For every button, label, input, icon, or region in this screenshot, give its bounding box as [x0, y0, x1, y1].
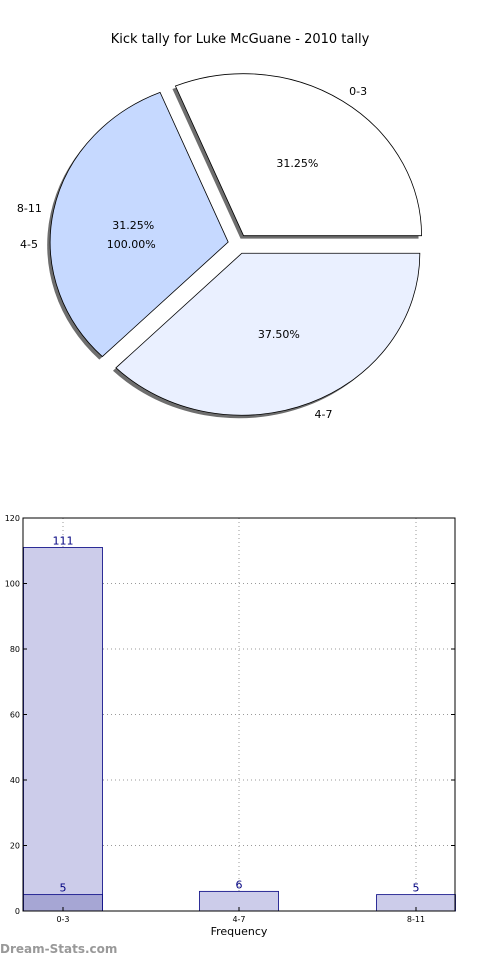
y-tick-label: 20 [10, 842, 20, 851]
bar-value-label: 5 [413, 882, 420, 895]
bar-chart: 111 5 6 5 0 20 40 60 80 100 120 0-3 4-7 8-11 Frequency [5, 514, 456, 938]
y-axis-ticks: 0 20 40 60 80 100 120 [5, 514, 455, 916]
y-tick-label: 80 [10, 645, 20, 654]
pie-labels: 0-3 31.25% 8-11 31.25% 4-7 37.50% 4-5 100.00% [17, 85, 367, 421]
x-axis-ticks: 0-3 4-7 8-11 [56, 907, 425, 924]
x-tick-label: 8-11 [407, 915, 425, 924]
pie-label-4-5: 4-5 [20, 238, 38, 251]
pie-slice-8-11 [49, 91, 229, 358]
pie-chart: 0-3 31.25% 8-11 31.25% 4-7 37.50% 4-5 100.00% [17, 73, 422, 421]
watermark: Dream-Stats.com [0, 942, 118, 956]
y-tick-label: 0 [15, 907, 20, 916]
bar-value-label: 5 [60, 882, 67, 895]
y-tick-label: 40 [10, 776, 20, 785]
y-tick-label: 60 [10, 711, 20, 720]
pie-slices [49, 73, 422, 416]
x-axis-label: Frequency [211, 925, 268, 938]
x-tick-label: 4-7 [232, 915, 245, 924]
bars [23, 547, 456, 912]
bar-value-label: 111 [53, 534, 74, 547]
pie-label-8-11: 8-11 [17, 202, 42, 215]
pie-pct-4-5: 100.00% [107, 238, 156, 251]
pie-label-4-7: 4-7 [315, 408, 333, 421]
pie-label-0-3: 0-3 [349, 85, 367, 98]
pie-slice-4-7 [115, 252, 421, 416]
pie-pct-4-7: 37.50% [258, 328, 300, 341]
pie-chart-title: Kick tally for Luke McGuane - 2010 tally [111, 32, 370, 47]
bar-0-3-series-0 [23, 547, 103, 912]
bar-value-labels: 111 5 6 5 [53, 534, 420, 894]
y-tick-label: 120 [5, 514, 20, 523]
y-tick-label: 100 [5, 580, 20, 589]
pie-slice-0-3 [174, 73, 422, 237]
bar-value-label: 6 [236, 878, 243, 891]
pie-pct-0-3: 31.25% [276, 157, 318, 170]
pie-pct-8-11: 31.25% [112, 219, 154, 232]
x-tick-label: 0-3 [56, 915, 69, 924]
